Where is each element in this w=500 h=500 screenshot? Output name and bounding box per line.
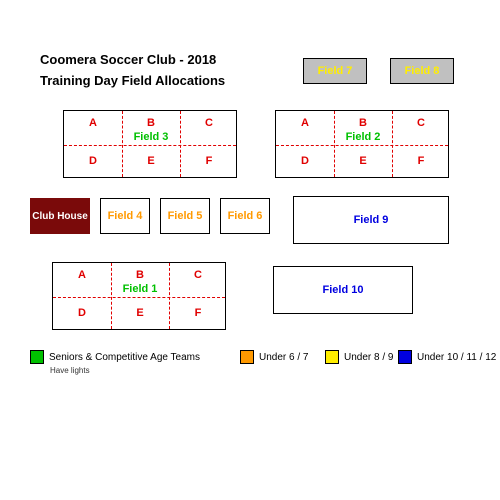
legend-footnote: Have lights: [50, 366, 90, 375]
legend-swatch-seniors: [30, 350, 44, 364]
legend-under89: Under 8 / 9: [325, 350, 393, 364]
legend-swatch-under101112: [398, 350, 412, 364]
field-9: Field 9: [293, 196, 449, 244]
legend-seniors: Seniors & Competitive Age Teams: [30, 350, 200, 364]
field-7: Field 7: [303, 58, 367, 84]
field-2-cell-d: D: [276, 155, 334, 167]
legend-swatch-under67: [240, 350, 254, 364]
club-house-label: Club House: [32, 211, 88, 222]
legend-under67: Under 6 / 7: [240, 350, 308, 364]
field-1-cell-b: B: [111, 269, 169, 281]
legend-label-under89: Under 8 / 9: [344, 352, 393, 363]
field-6-label: Field 6: [228, 210, 263, 222]
legend-label-under101112: Under 10 / 11 / 12: [417, 352, 496, 363]
field-1-cell-f: F: [169, 307, 227, 319]
field-8: Field 8: [390, 58, 454, 84]
title-line-1: Coomera Soccer Club - 2018: [40, 50, 225, 71]
field-1-cell-a: A: [53, 269, 111, 281]
field-4: Field 4: [100, 198, 150, 234]
field-1-cell-e: E: [111, 307, 169, 319]
field-8-label: Field 8: [405, 65, 440, 77]
field-2-cell-b: B: [334, 117, 392, 129]
legend-label-seniors: Seniors & Competitive Age Teams: [49, 352, 200, 363]
field-1: A B C D E F Field 1: [52, 262, 226, 330]
field-5: Field 5: [160, 198, 210, 234]
field-9-label: Field 9: [354, 214, 389, 226]
title-line-2: Training Day Field Allocations: [40, 71, 225, 92]
field-1-cell-c: C: [169, 269, 227, 281]
legend-under101112: Under 10 / 11 / 12: [398, 350, 496, 364]
field-2-cell-f: F: [392, 155, 450, 167]
field-7-label: Field 7: [318, 65, 353, 77]
field-5-label: Field 5: [168, 210, 203, 222]
field-3-cell-b: B: [122, 117, 180, 129]
field-4-label: Field 4: [108, 210, 143, 222]
field-3-cell-e: E: [122, 155, 180, 167]
field-2-label: Field 2: [322, 131, 404, 143]
field-2-cell-a: A: [276, 117, 334, 129]
field-10: Field 10: [273, 266, 413, 314]
title-block: Coomera Soccer Club - 2018 Training Day …: [40, 50, 225, 92]
field-3-label: Field 3: [110, 131, 192, 143]
field-3-cell-c: C: [180, 117, 238, 129]
field-10-label: Field 10: [323, 284, 364, 296]
field-3-cell-f: F: [180, 155, 238, 167]
field-2: A B C D E F Field 2: [275, 110, 449, 178]
field-2-cell-e: E: [334, 155, 392, 167]
legend-label-under67: Under 6 / 7: [259, 352, 308, 363]
field-3-cell-d: D: [64, 155, 122, 167]
legend-swatch-under89: [325, 350, 339, 364]
field-2-cell-c: C: [392, 117, 450, 129]
field-6: Field 6: [220, 198, 270, 234]
field-1-label: Field 1: [99, 283, 181, 295]
field-1-cell-d: D: [53, 307, 111, 319]
club-house: Club House: [30, 198, 90, 234]
field-3-cell-a: A: [64, 117, 122, 129]
field-3: A B C D E F Field 3: [63, 110, 237, 178]
